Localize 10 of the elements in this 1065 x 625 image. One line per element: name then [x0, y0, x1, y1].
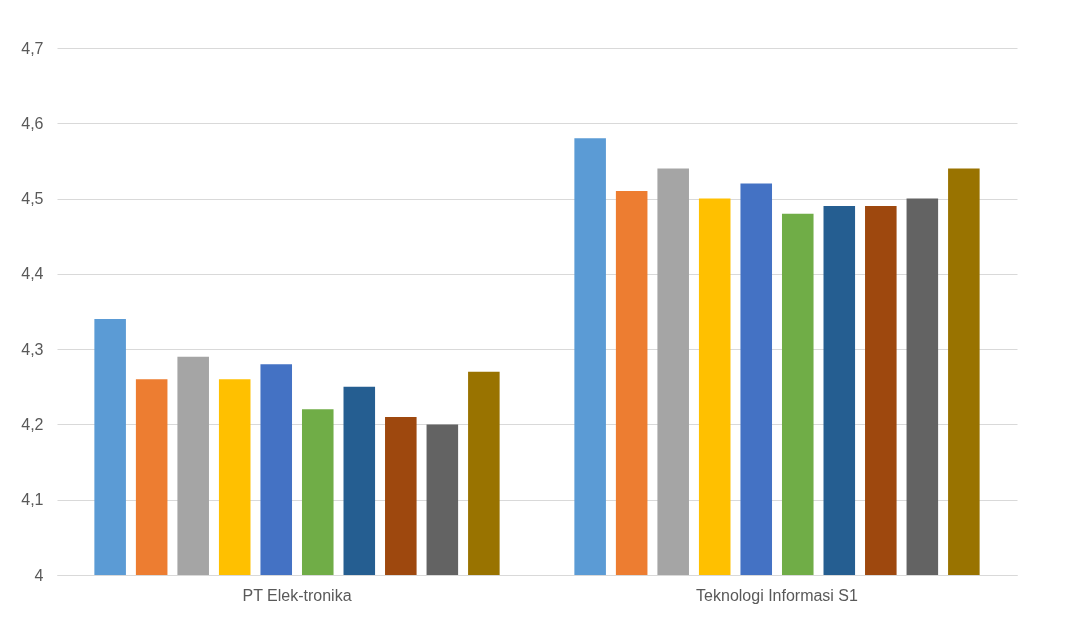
x-tick-label: PT Elek-tronika [242, 586, 352, 604]
y-tick-label: 4,1 [21, 491, 44, 509]
y-tick-label: 4,4 [21, 265, 44, 283]
y-tick-label: 4,7 [21, 39, 44, 57]
y-tick-label: 4,3 [21, 340, 44, 358]
x-tick-label: Teknologi Informasi S1 [696, 586, 859, 604]
y-tick-label: 4 [34, 566, 44, 584]
y-tick-label: 4,5 [21, 190, 44, 208]
y-tick-label: 4,2 [21, 415, 44, 433]
y-tick-label: 4,6 [21, 114, 44, 132]
